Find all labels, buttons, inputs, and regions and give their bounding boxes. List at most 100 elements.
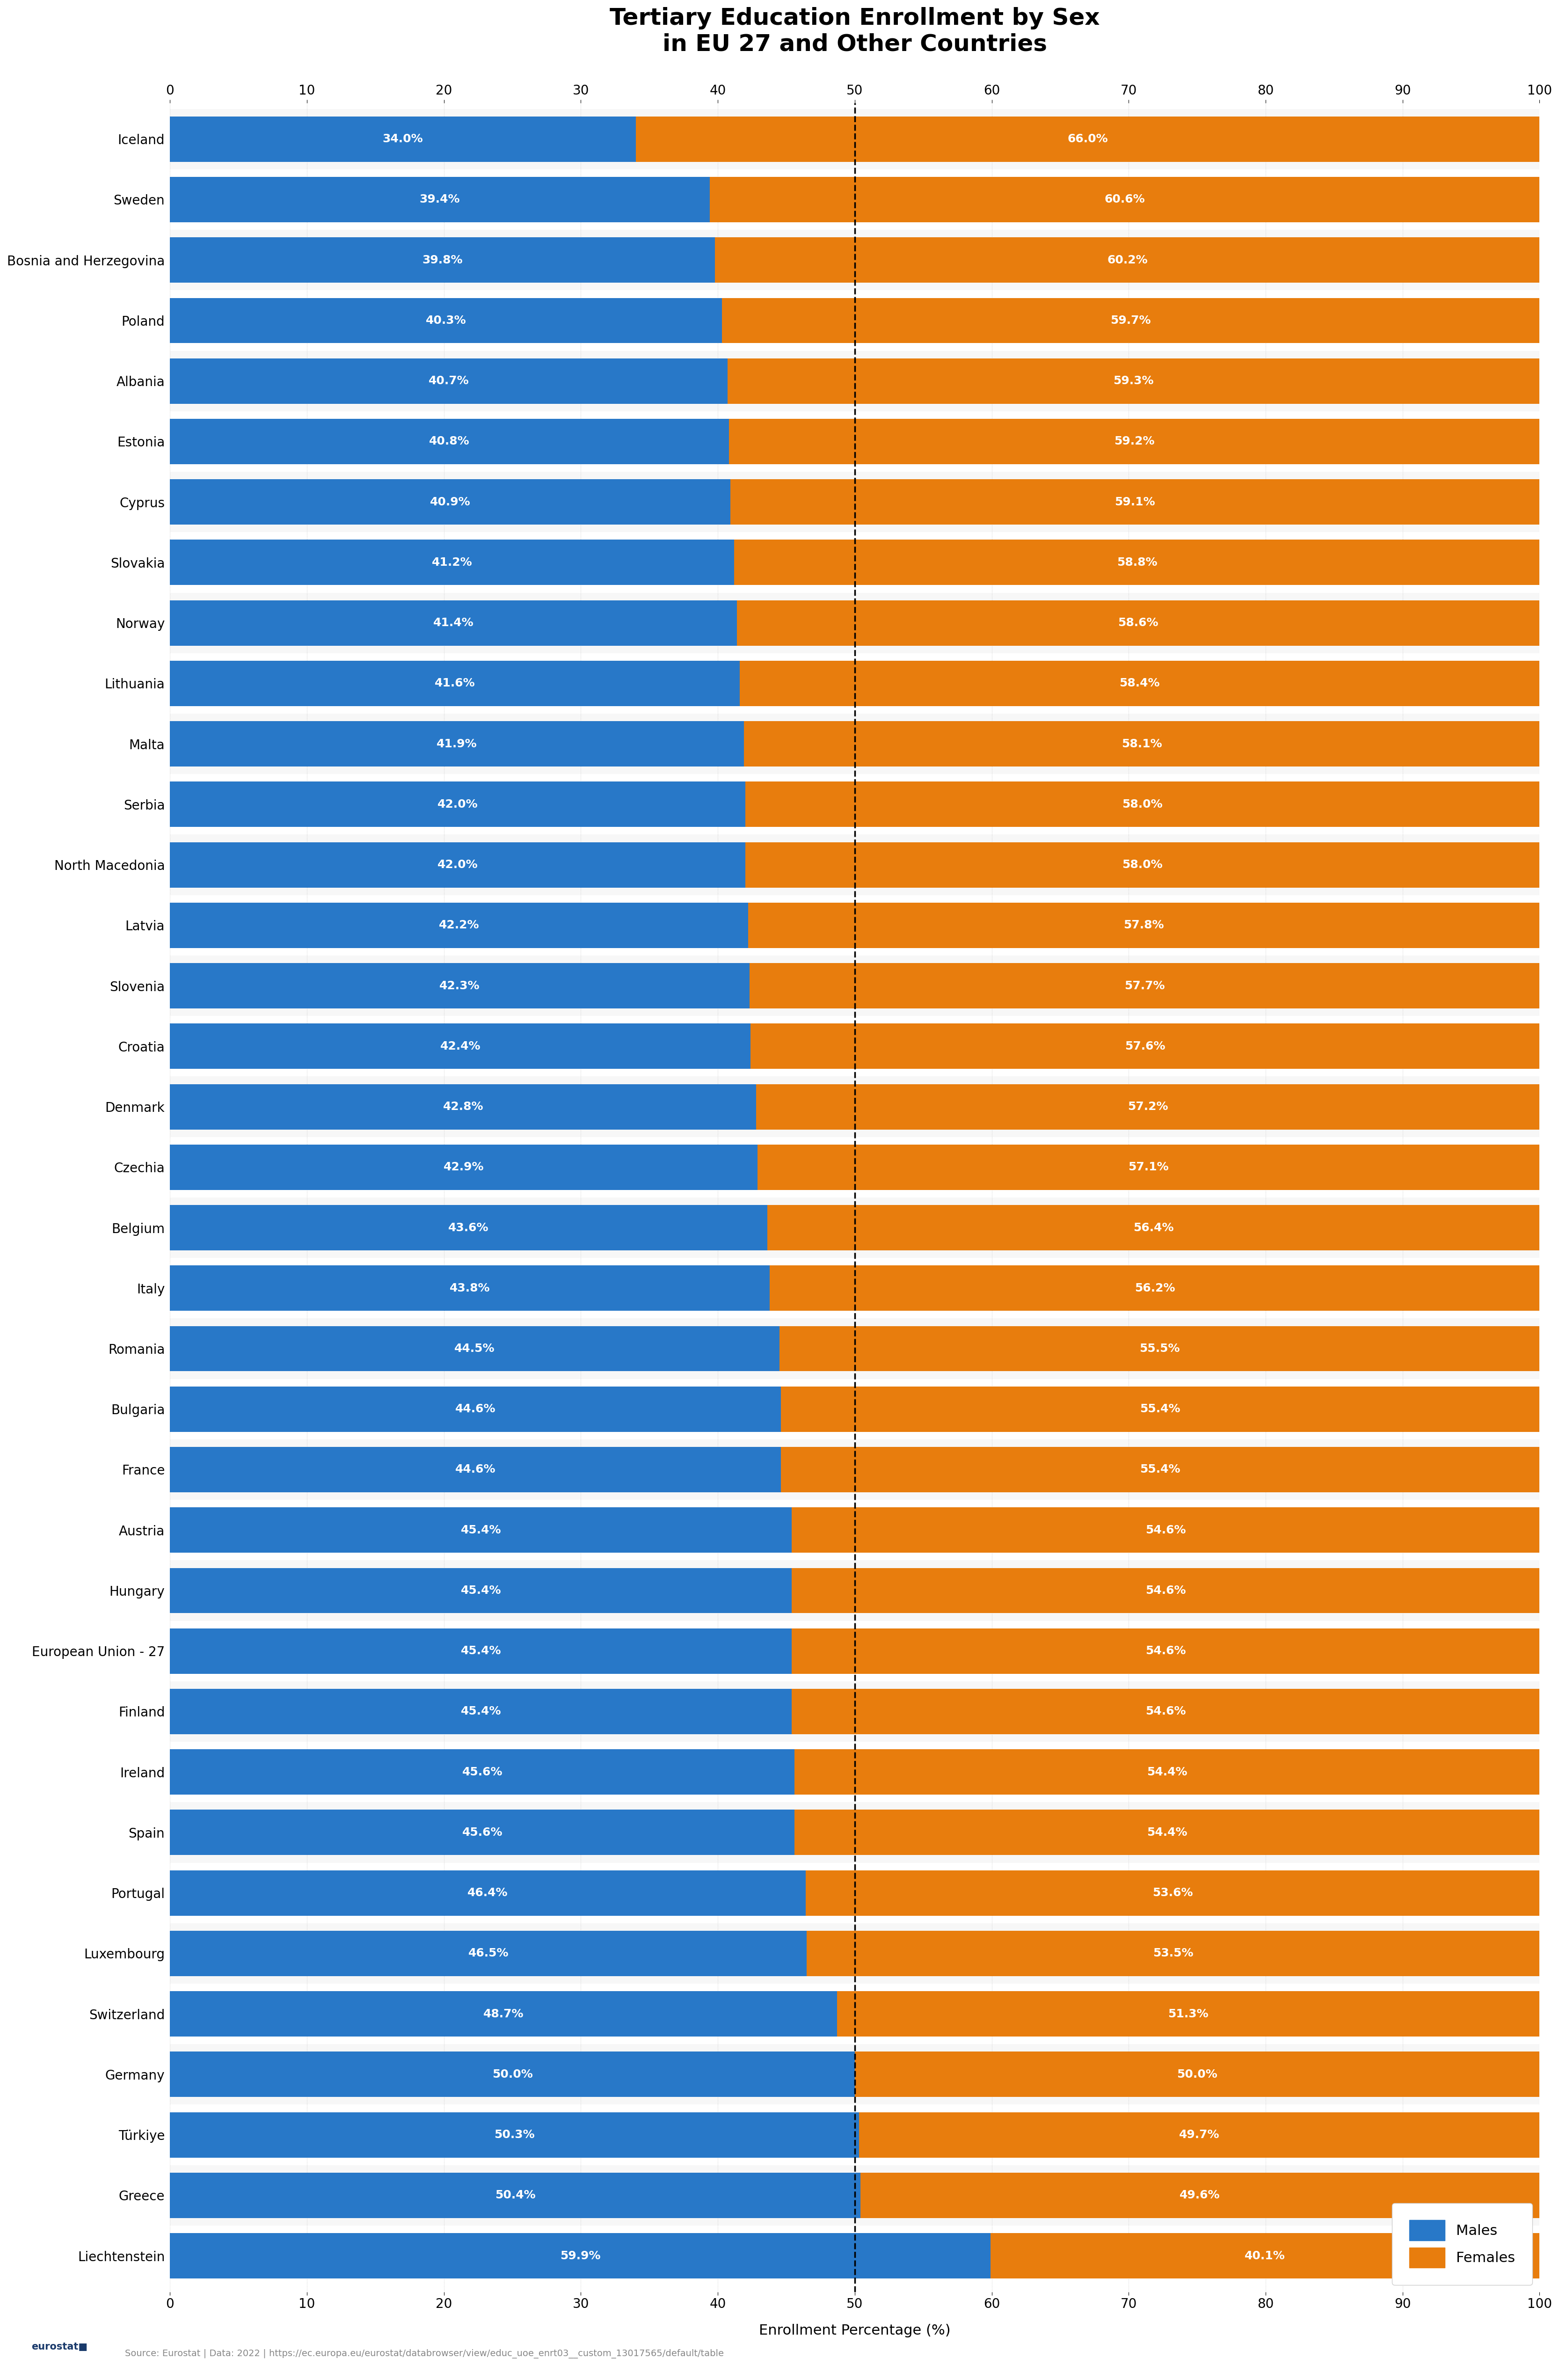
Text: 44.5%: 44.5%: [455, 1342, 494, 1354]
Bar: [170, 1388, 781, 1433]
Text: 51.3%: 51.3%: [1168, 2009, 1208, 2021]
Bar: [750, 964, 1540, 1009]
Text: 57.8%: 57.8%: [1124, 919, 1165, 931]
Bar: [170, 2173, 861, 2218]
Bar: [781, 1388, 1540, 1433]
Text: 45.6%: 45.6%: [461, 1828, 502, 1837]
Bar: [808, 1930, 1540, 1975]
Text: 41.4%: 41.4%: [433, 616, 474, 628]
Text: 40.9%: 40.9%: [430, 497, 471, 507]
Bar: [170, 1864, 1540, 1923]
Bar: [792, 1507, 1540, 1552]
Bar: [170, 1076, 1540, 1138]
Bar: [170, 1923, 1540, 1983]
Text: 41.9%: 41.9%: [437, 738, 477, 750]
Text: Source: Eurostat | Data: 2022 | https://ec.europa.eu/eurostat/databrowser/view/e: Source: Eurostat | Data: 2022 | https://…: [125, 2349, 723, 2359]
Text: 42.0%: 42.0%: [438, 859, 479, 871]
Text: 39.8%: 39.8%: [422, 255, 463, 267]
Text: 53.6%: 53.6%: [1152, 1887, 1193, 1899]
Bar: [170, 1742, 1540, 1802]
Text: 45.4%: 45.4%: [460, 1645, 500, 1656]
Bar: [170, 1802, 1540, 1864]
Text: 54.4%: 54.4%: [1147, 1766, 1188, 1778]
Bar: [170, 1016, 1540, 1076]
Bar: [806, 1871, 1540, 1916]
Bar: [756, 1083, 1540, 1130]
Bar: [170, 964, 750, 1009]
Bar: [170, 419, 728, 464]
Bar: [170, 895, 1540, 954]
Text: 56.4%: 56.4%: [1133, 1221, 1174, 1233]
Bar: [170, 412, 1540, 471]
Text: 39.4%: 39.4%: [419, 193, 460, 205]
Bar: [170, 1992, 837, 2037]
Bar: [170, 1507, 792, 1552]
Bar: [170, 169, 1540, 231]
Text: 60.2%: 60.2%: [1107, 255, 1147, 267]
Text: 42.9%: 42.9%: [444, 1161, 483, 1173]
Bar: [792, 1690, 1540, 1735]
Text: 46.4%: 46.4%: [468, 1887, 508, 1899]
Bar: [170, 662, 739, 707]
Text: 57.2%: 57.2%: [1127, 1102, 1168, 1111]
Bar: [751, 1023, 1540, 1069]
Bar: [170, 2166, 1540, 2225]
Text: 42.0%: 42.0%: [438, 800, 479, 809]
Text: 42.4%: 42.4%: [440, 1040, 480, 1052]
Bar: [170, 1561, 1540, 1621]
Bar: [728, 419, 1540, 464]
Bar: [709, 176, 1540, 221]
Bar: [795, 1809, 1540, 1854]
Bar: [170, 1621, 1540, 1680]
Bar: [837, 1992, 1540, 2037]
Bar: [636, 117, 1540, 162]
Bar: [170, 835, 1540, 895]
Bar: [170, 1378, 1540, 1440]
Bar: [170, 109, 1540, 169]
Text: 42.8%: 42.8%: [443, 1102, 483, 1111]
Bar: [170, 1204, 767, 1250]
Text: 59.9%: 59.9%: [560, 2249, 600, 2261]
Text: 46.5%: 46.5%: [468, 1947, 508, 1959]
Bar: [861, 2173, 1540, 2218]
Text: 50.0%: 50.0%: [493, 2068, 533, 2080]
Bar: [170, 231, 1540, 290]
Text: 49.6%: 49.6%: [1180, 2190, 1221, 2202]
Bar: [859, 2111, 1540, 2159]
Bar: [730, 478, 1540, 524]
Text: 58.0%: 58.0%: [1122, 859, 1163, 871]
Text: 55.5%: 55.5%: [1140, 1342, 1180, 1354]
Bar: [170, 298, 722, 343]
Bar: [170, 1690, 792, 1735]
Bar: [170, 1266, 770, 1311]
Bar: [170, 540, 734, 585]
Bar: [170, 721, 744, 766]
Bar: [170, 902, 748, 947]
Text: 50.4%: 50.4%: [494, 2190, 535, 2202]
Bar: [170, 1809, 795, 1854]
Bar: [780, 1326, 1540, 1371]
Bar: [170, 1568, 792, 1614]
Bar: [795, 1749, 1540, 1795]
Text: 54.6%: 54.6%: [1146, 1585, 1186, 1597]
Text: 44.6%: 44.6%: [455, 1464, 496, 1476]
Bar: [728, 359, 1540, 405]
Text: 40.7%: 40.7%: [429, 376, 469, 386]
Bar: [170, 600, 737, 645]
Bar: [170, 2052, 854, 2097]
Text: 34.0%: 34.0%: [382, 133, 422, 145]
Text: 58.8%: 58.8%: [1116, 557, 1157, 569]
Text: 58.6%: 58.6%: [1118, 616, 1158, 628]
Bar: [170, 350, 1540, 412]
Text: 48.7%: 48.7%: [483, 2009, 524, 2021]
Bar: [170, 2044, 1540, 2104]
Bar: [745, 843, 1540, 888]
Bar: [170, 781, 745, 826]
Bar: [744, 721, 1540, 766]
Bar: [737, 600, 1540, 645]
Bar: [170, 290, 1540, 350]
Text: 57.1%: 57.1%: [1129, 1161, 1169, 1173]
Text: 57.7%: 57.7%: [1124, 981, 1165, 992]
Bar: [170, 1628, 792, 1673]
Bar: [170, 1930, 808, 1975]
